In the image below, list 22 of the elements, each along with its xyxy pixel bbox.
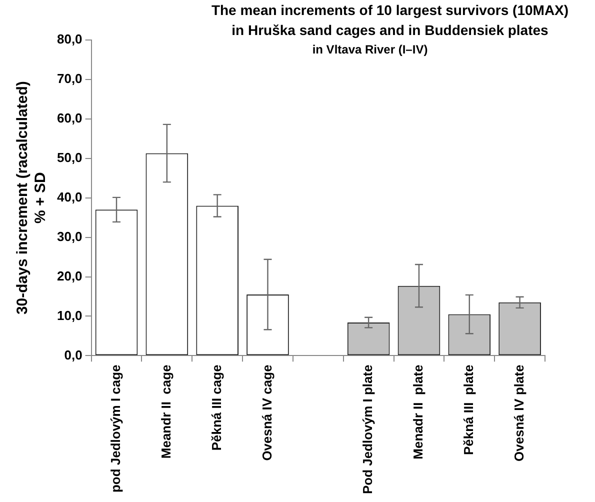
y-tick-label: 80,0 bbox=[56, 32, 82, 47]
y-tick-label: 0,0 bbox=[64, 347, 82, 362]
x-tick-label: Pod Jedlovým I plate bbox=[360, 364, 376, 494]
text: 30-days increment (racalculated) bbox=[14, 81, 32, 315]
text: in Hruška sand cages and in Buddensiek plates bbox=[232, 22, 548, 38]
y-tick-label: 10,0 bbox=[56, 308, 82, 323]
x-tick-label: Ovesná IV plate bbox=[511, 364, 526, 462]
text: The mean increments of 10 largest survivors (10MAX) bbox=[211, 2, 569, 18]
x-tick-label: Pěkná III plate bbox=[460, 364, 476, 456]
x-tick-label: Menadr II plate bbox=[410, 364, 426, 460]
x-tick-label: Pěkná III cage bbox=[208, 364, 224, 451]
x-tick-label: pod Jedlovým I cage bbox=[108, 364, 124, 493]
y-tick-label: 60,0 bbox=[56, 110, 82, 126]
y-tick-label: 40,0 bbox=[56, 189, 82, 204]
y-tick-label: 30,0 bbox=[56, 228, 82, 244]
y-tick-label: 20,0 bbox=[56, 268, 82, 284]
y-tick-label: 70,0 bbox=[56, 71, 82, 86]
x-tick-label: Ovesná IV cage bbox=[259, 364, 274, 461]
text: in Vltava River (I–IV) bbox=[312, 42, 428, 56]
text: % + SD bbox=[32, 172, 50, 224]
x-tick-label: Meandr II cage bbox=[158, 364, 174, 459]
y-tick-label: 50,0 bbox=[56, 150, 82, 165]
